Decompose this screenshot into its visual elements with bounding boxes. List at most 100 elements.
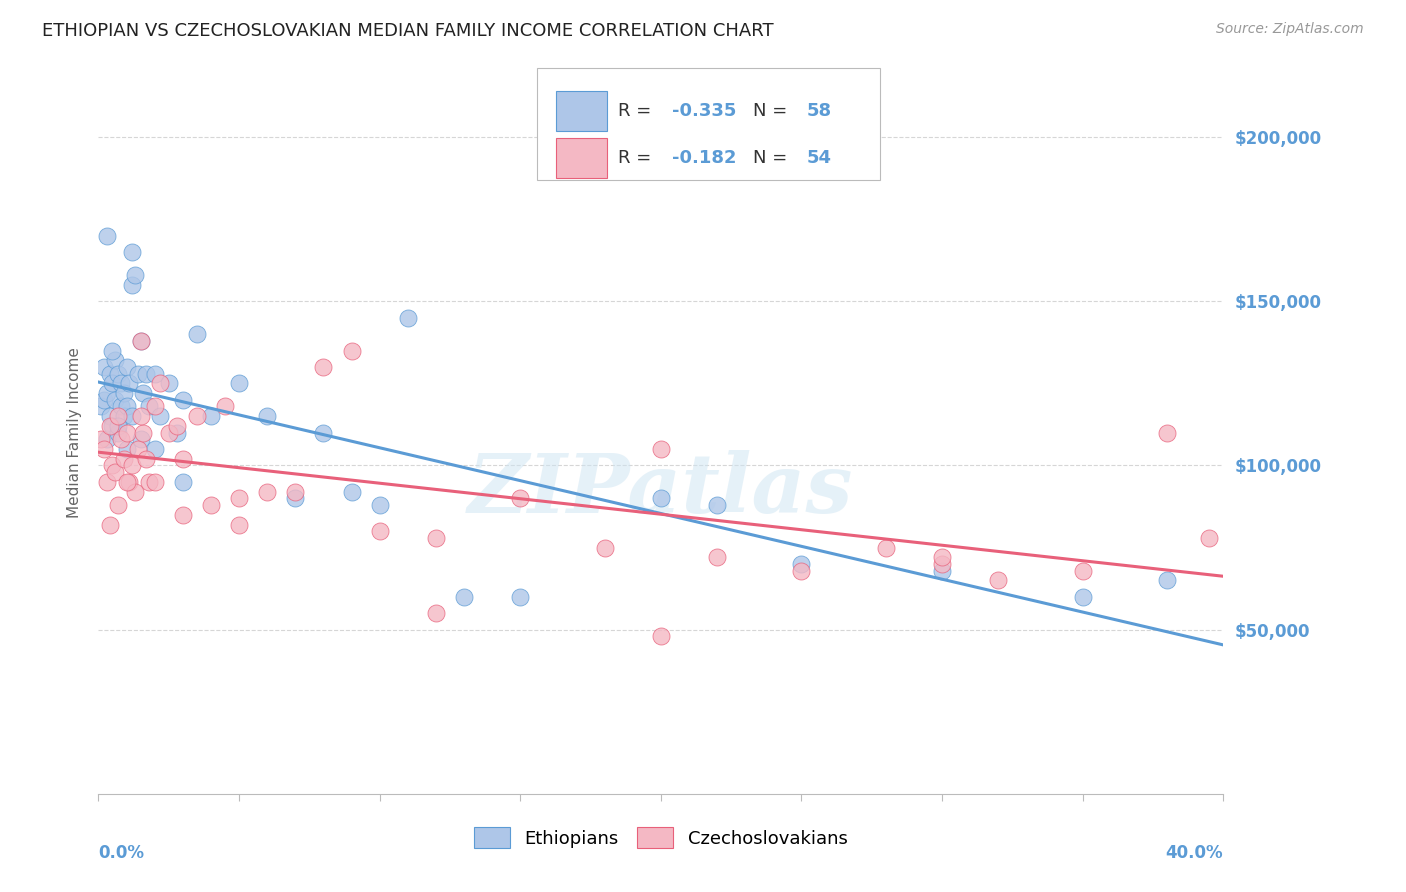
Text: N =: N = <box>754 149 793 168</box>
Point <box>149 376 172 391</box>
Point <box>509 491 531 506</box>
Point <box>509 590 531 604</box>
Point <box>200 409 222 424</box>
Point <box>987 574 1010 588</box>
Text: N =: N = <box>754 103 793 120</box>
Point <box>121 458 143 473</box>
Point <box>129 432 152 446</box>
Text: 54: 54 <box>807 149 832 168</box>
Text: R =: R = <box>619 149 657 168</box>
Point <box>650 629 672 643</box>
Point <box>425 607 447 621</box>
Point <box>228 376 250 391</box>
Point <box>107 367 129 381</box>
Point <box>96 432 118 446</box>
Point <box>101 343 124 358</box>
FancyBboxPatch shape <box>557 91 607 131</box>
Point <box>110 432 132 446</box>
Point <box>121 409 143 424</box>
Point <box>453 590 475 604</box>
Point <box>172 508 194 522</box>
Point <box>132 425 155 440</box>
Point <box>706 498 728 512</box>
FancyBboxPatch shape <box>557 138 607 178</box>
Point <box>115 442 138 456</box>
Point <box>284 484 307 499</box>
Point <box>96 386 118 401</box>
Point <box>284 491 307 506</box>
Point <box>172 392 194 407</box>
Text: 0.0%: 0.0% <box>98 845 145 863</box>
Point <box>115 400 138 414</box>
Point <box>143 400 166 414</box>
Point <box>93 359 115 374</box>
Point <box>368 524 391 538</box>
Point <box>98 367 121 381</box>
Point <box>143 442 166 456</box>
Point <box>104 392 127 407</box>
Point <box>90 400 112 414</box>
Point <box>931 550 953 565</box>
Point <box>157 425 180 440</box>
Point <box>90 432 112 446</box>
Point <box>1156 425 1178 440</box>
Text: R =: R = <box>619 103 657 120</box>
Point <box>129 334 152 348</box>
Point <box>1071 590 1094 604</box>
Point <box>110 400 132 414</box>
Point <box>172 475 194 489</box>
Point <box>931 564 953 578</box>
Point <box>101 419 124 434</box>
Point <box>129 334 152 348</box>
Point <box>115 425 138 440</box>
Point <box>127 367 149 381</box>
Point <box>132 386 155 401</box>
Point <box>96 475 118 489</box>
Text: -0.335: -0.335 <box>672 103 737 120</box>
Point <box>93 442 115 456</box>
Point <box>107 498 129 512</box>
Point <box>118 475 141 489</box>
Point <box>118 376 141 391</box>
Text: 58: 58 <box>807 103 832 120</box>
Point <box>1156 574 1178 588</box>
Point <box>110 376 132 391</box>
Point <box>312 425 335 440</box>
Point <box>143 475 166 489</box>
Point <box>138 400 160 414</box>
Legend: Ethiopians, Czechoslovakians: Ethiopians, Czechoslovakians <box>465 818 856 857</box>
Point <box>101 458 124 473</box>
Point <box>121 244 143 259</box>
Text: Source: ZipAtlas.com: Source: ZipAtlas.com <box>1216 22 1364 37</box>
Point <box>98 517 121 532</box>
Point <box>875 541 897 555</box>
Point <box>256 409 278 424</box>
Point <box>104 353 127 368</box>
Point <box>96 228 118 243</box>
Point <box>228 517 250 532</box>
Point <box>200 498 222 512</box>
Text: 40.0%: 40.0% <box>1166 845 1223 863</box>
Point <box>340 343 363 358</box>
Point <box>98 409 121 424</box>
Text: ZIPatlas: ZIPatlas <box>468 450 853 531</box>
Point <box>650 442 672 456</box>
Point <box>121 277 143 292</box>
Point <box>214 400 236 414</box>
Point <box>790 564 813 578</box>
Point <box>157 376 180 391</box>
Point <box>790 557 813 571</box>
Point <box>228 491 250 506</box>
Point <box>127 442 149 456</box>
Point <box>107 409 129 424</box>
Point <box>186 409 208 424</box>
Point <box>368 498 391 512</box>
Point <box>650 491 672 506</box>
Point <box>166 419 188 434</box>
Point <box>143 367 166 381</box>
Point <box>112 386 135 401</box>
Point <box>149 409 172 424</box>
Point <box>124 268 146 282</box>
Point <box>1198 531 1220 545</box>
Point <box>135 367 157 381</box>
